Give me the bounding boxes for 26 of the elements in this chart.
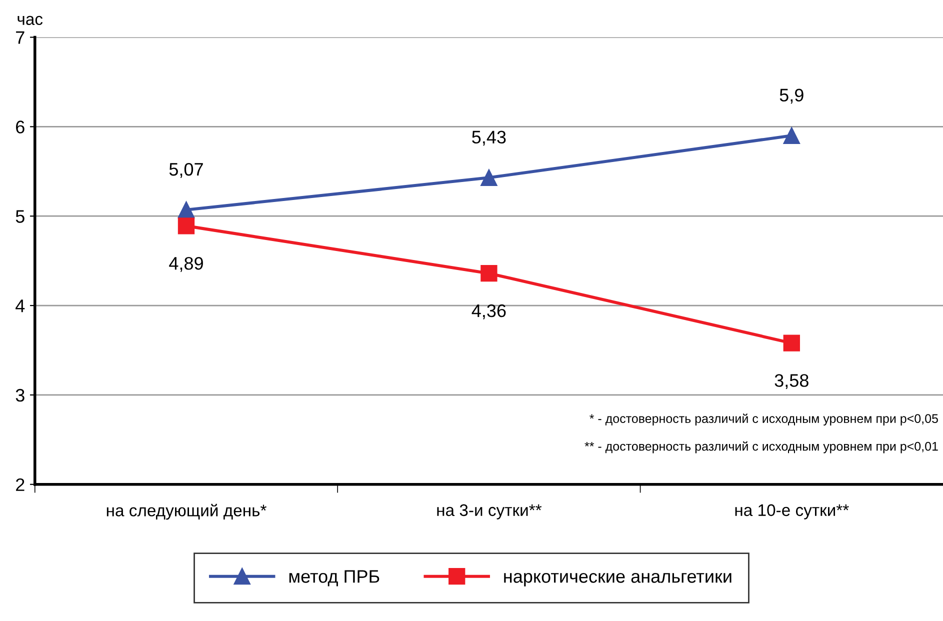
y-axis-title: час <box>18 16 43 26</box>
y-tick-label: 2 <box>16 478 24 491</box>
point <box>783 334 800 352</box>
y-tick-label: 6 <box>16 120 24 134</box>
data-label: 4,89 <box>169 256 203 272</box>
data-label: 4,36 <box>472 304 506 320</box>
x-tick-label: на 10-е сутки** <box>735 504 849 520</box>
point <box>783 127 800 144</box>
y-tick-label: 4 <box>16 300 25 312</box>
y-tick-label: 7 <box>16 31 24 44</box>
annotation: * - достоверность различий с исходным уровнем при p<0,05 <box>590 414 938 426</box>
point <box>480 265 498 282</box>
legend-label: метод ПРБ <box>289 570 380 586</box>
point <box>178 202 195 218</box>
y-tick-label: 5 <box>16 210 24 223</box>
point <box>480 169 498 186</box>
annotation: ** - достоверность различий с исходным уровнем при p<0,01 <box>584 441 938 454</box>
y-tick-label: 3 <box>16 388 24 402</box>
x-tick-label: на следующий день* <box>106 504 266 520</box>
legend-label: наркотические анальгетики <box>504 572 732 586</box>
x-tick-label: на 3-и сутки** <box>437 504 542 520</box>
data-label: 3,58 <box>774 374 808 390</box>
data-label: 5,9 <box>780 88 804 104</box>
data-label: 5,07 <box>169 162 203 178</box>
data-label: 5,43 <box>472 130 506 146</box>
point <box>178 218 195 234</box>
